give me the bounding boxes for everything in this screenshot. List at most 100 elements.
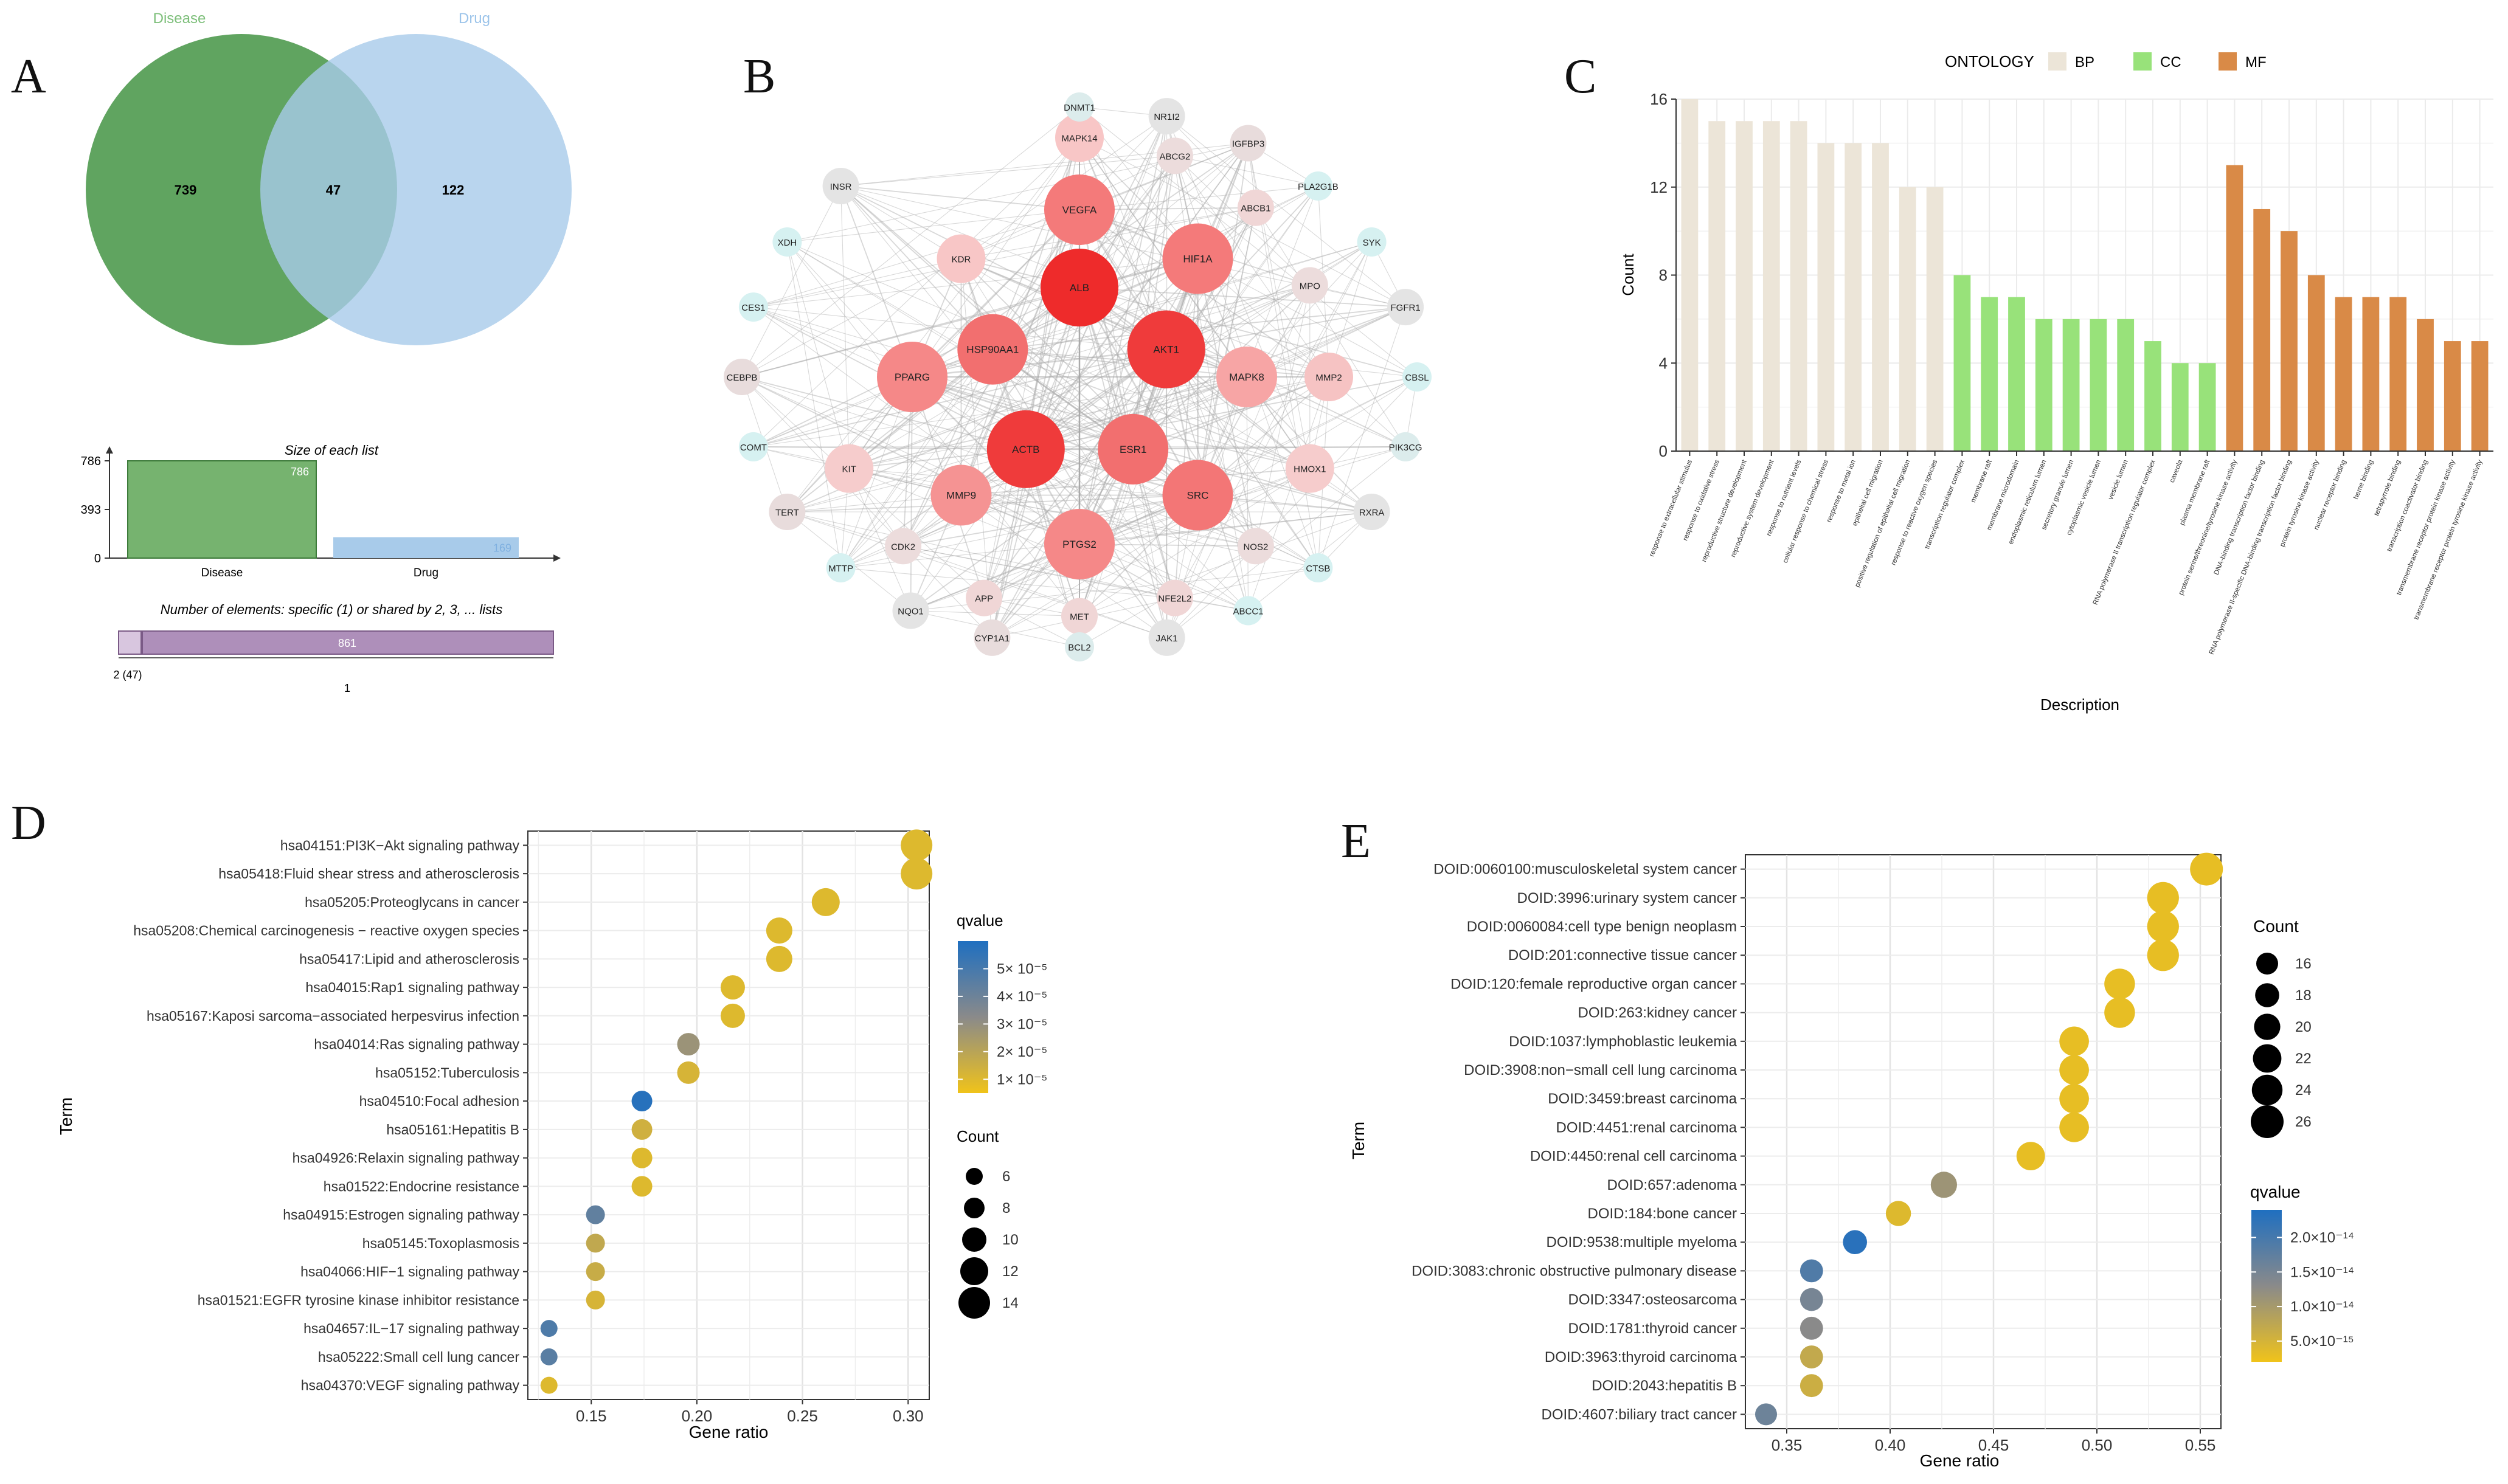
kegg-count-legend-label: 10	[1002, 1232, 1019, 1248]
network-node-actb: ACTB	[986, 410, 1065, 488]
network-edge	[848, 348, 1167, 469]
do-dot	[2104, 997, 2135, 1028]
kegg-count-legend-label: 12	[1002, 1263, 1019, 1280]
network-edge	[848, 285, 1311, 469]
network-node-syk: SYK	[1357, 227, 1387, 257]
network-node-label: INSR	[830, 182, 852, 192]
network-node-circle	[974, 619, 1011, 656]
network-node-circle	[772, 227, 802, 257]
network-node-xdh: XDH	[772, 227, 802, 257]
network-node-circle	[937, 234, 986, 283]
network-edge	[1132, 156, 1176, 450]
network-edge	[753, 349, 993, 447]
network-edge	[992, 468, 1311, 638]
network-edge	[1132, 116, 1168, 449]
network-node-label: CEBPB	[727, 373, 758, 383]
kegg-count-legend-dot	[962, 1227, 986, 1252]
network-edge	[848, 468, 1176, 599]
size-y-tick-label: 786	[81, 455, 101, 468]
kegg-x-axis-label: Gene ratio	[689, 1423, 769, 1441]
kegg-term-label: hsa05418:Fluid shear stress and atherosc…	[218, 866, 519, 882]
network-edge	[1166, 285, 1311, 638]
do-x-tick-label: 0.55	[2185, 1436, 2216, 1454]
go-bar	[2117, 319, 2135, 451]
kegg-y-axis-label: Term	[57, 1097, 75, 1135]
do-x-tick-label: 0.35	[1772, 1436, 1803, 1454]
network-node-mapk8: MAPK8	[1216, 347, 1277, 407]
elements-label-specific: 1	[344, 682, 350, 694]
network-edge	[910, 610, 1080, 617]
network-edge	[960, 258, 992, 638]
network-edge	[992, 348, 1247, 378]
network-node-cyp1a1: CYP1A1	[974, 619, 1011, 656]
kegg-dot	[677, 1033, 700, 1056]
do-dot	[2059, 1026, 2089, 1057]
size-bar-label: Drug	[414, 567, 438, 579]
network-node-label: MPO	[1300, 281, 1320, 291]
network-edge	[992, 137, 1080, 350]
network-node-label: HIF1A	[1183, 254, 1213, 265]
kegg-term-label: hsa01521:EGFR tyrosine kinase inhibitor …	[198, 1292, 519, 1308]
go-bar	[2307, 275, 2325, 451]
network-edge	[787, 511, 1176, 599]
kegg-term-label: hsa01522:Endocrine resistance	[324, 1178, 519, 1194]
network-node-bcl2: BCL2	[1065, 632, 1094, 661]
elements-bar-shared	[118, 630, 142, 655]
network-node-circle	[826, 553, 856, 582]
venn-count-disease-only: 739	[175, 182, 197, 198]
network-edge	[1255, 207, 1406, 447]
kegg-dot-plot: hsa04151:PI3K−Akt signaling pathway hsa05…	[57, 829, 1047, 1441]
network-node-circle	[1291, 267, 1328, 304]
go-bar	[2281, 231, 2298, 451]
go-bar	[2444, 341, 2461, 451]
do-count-legend-label: 20	[2295, 1019, 2312, 1035]
kegg-term-label: hsa05208:Chemical carcinogenesis − react…	[133, 923, 519, 939]
network-edge	[1132, 449, 1372, 512]
go-bar	[1872, 143, 1889, 451]
go-bar	[1981, 297, 1998, 451]
do-y-axis-label: Term	[1349, 1122, 1368, 1159]
network-node-rxra: RXRA	[1353, 494, 1390, 530]
network-node-circle	[1148, 619, 1185, 656]
size-bar-drug	[333, 537, 519, 558]
network-edge	[840, 185, 1372, 512]
go-bar	[1708, 121, 1726, 451]
size-bar-value: 786	[291, 466, 309, 478]
do-dot	[1800, 1316, 1823, 1340]
kegg-term-label: hsa04915:Estrogen signaling pathway	[283, 1207, 519, 1223]
network-edge	[1079, 287, 1406, 308]
do-count-legend-label: 24	[2295, 1082, 2312, 1099]
network-edge	[1197, 185, 1318, 495]
kegg-colorbar-tick-label: 3× 10⁻⁵	[997, 1016, 1047, 1032]
network-node-label: BCL2	[1068, 643, 1091, 653]
go-y-tick-label: 4	[1659, 354, 1668, 372]
go-bar	[2171, 363, 2189, 451]
kegg-dot	[766, 945, 792, 972]
do-count-legend-title: Count	[2253, 917, 2299, 936]
network-node-mttp: MTTP	[826, 553, 856, 582]
network-node-fgfr1: FGFR1	[1387, 289, 1424, 326]
network-edge	[1025, 142, 1249, 450]
size-y-tick-label: 393	[81, 503, 101, 517]
network-edge	[912, 376, 1249, 611]
network-edge	[786, 241, 850, 469]
do-dot	[2147, 882, 2179, 914]
kegg-term-label: hsa04015:Rap1 signaling pathway	[305, 979, 519, 995]
network-edge	[787, 241, 1311, 469]
network-node-label: APP	[975, 594, 993, 604]
network-node-vegfa: VEGFA	[1044, 174, 1115, 245]
kegg-dot	[586, 1290, 605, 1310]
size-bar-disease	[127, 460, 317, 559]
go-y-axis-label: Count	[1619, 254, 1637, 296]
go-y-tick-label: 12	[1650, 178, 1668, 196]
network-edge	[753, 446, 1026, 450]
do-count-legend-dot	[2253, 1044, 2282, 1073]
network-node-label: ABCB1	[1241, 204, 1270, 214]
network-node-circle	[957, 314, 1028, 385]
network-node-label: MET	[1070, 612, 1089, 623]
ppi-network: ALB AKT1 ESR1 ACTB HSP90AA1 VEGFA HIF1A MAPK8 SR…	[724, 92, 1432, 661]
network-edge	[983, 116, 1168, 598]
network-edge	[1197, 207, 1256, 495]
network-node-circle	[1233, 596, 1263, 626]
network-node-cebpb: CEBPB	[724, 359, 760, 395]
